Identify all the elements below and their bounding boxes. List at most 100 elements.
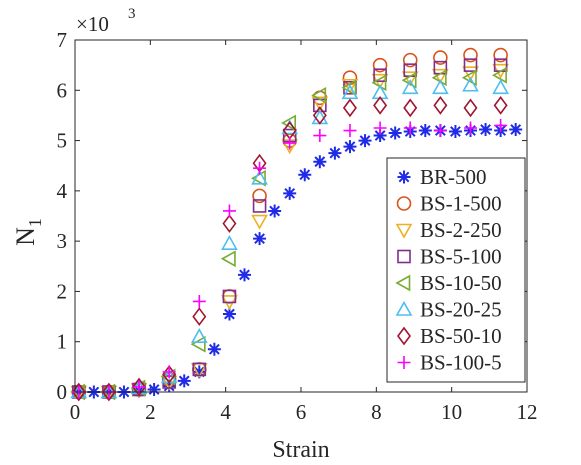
- legend-marker: [395, 274, 411, 292]
- y-tick-label: 6: [57, 78, 68, 102]
- data-point: [343, 124, 357, 138]
- data-point: [463, 58, 478, 72]
- legend-marker: [395, 223, 413, 239]
- data-point: [491, 66, 507, 84]
- data-point: [283, 186, 297, 200]
- data-point: [162, 365, 176, 379]
- data-point: [372, 57, 388, 73]
- data-point: [192, 365, 206, 379]
- data-point: [283, 136, 297, 150]
- data-point: [192, 362, 207, 377]
- data-point: [403, 121, 417, 135]
- data-point: [494, 118, 508, 132]
- y-tick-label: 3: [57, 229, 68, 253]
- y-axis-label-main: N: [11, 227, 40, 246]
- x-tick-label: 10: [441, 400, 462, 424]
- y-tick-label: 1: [57, 330, 68, 354]
- data-point: [433, 50, 448, 65]
- y-tick-label: 4: [57, 179, 68, 203]
- data-point: [132, 380, 146, 394]
- data-point: [493, 47, 508, 63]
- data-point: [313, 155, 327, 169]
- data-point: [221, 235, 238, 250]
- data-point: [101, 382, 116, 402]
- plot-area-frame: [74, 39, 528, 393]
- legend-label: BS-50-10: [420, 324, 502, 348]
- data-point: [448, 125, 462, 139]
- legend-label: BS-10-50: [420, 271, 502, 295]
- data-point: [358, 134, 372, 148]
- data-point: [251, 169, 268, 185]
- data-point: [222, 289, 237, 304]
- data-point: [464, 121, 477, 135]
- data-point: [373, 121, 387, 135]
- data-point: [373, 96, 388, 115]
- x-tick-label: 6: [296, 400, 307, 424]
- data-point: [222, 214, 237, 233]
- svg-text:N1: N1: [11, 218, 45, 246]
- data-point: [401, 79, 419, 95]
- x-axis-label: Strain: [272, 437, 329, 463]
- data-point: [479, 123, 493, 137]
- data-point: [147, 382, 161, 396]
- x-tick-label: 2: [145, 400, 156, 424]
- data-point: [311, 96, 329, 112]
- data-point: [132, 377, 147, 397]
- data-point: [402, 52, 418, 68]
- data-point: [281, 114, 296, 132]
- x-tick-label: 4: [220, 400, 231, 424]
- legend-label: BS-2-250: [420, 218, 502, 242]
- data-point: [268, 204, 282, 218]
- data-point: [388, 126, 402, 140]
- data-point: [190, 335, 206, 353]
- data-point: [312, 106, 327, 125]
- data-point: [433, 96, 448, 115]
- data-point: [251, 214, 268, 230]
- data-point: [342, 98, 357, 118]
- data-point: [190, 328, 208, 343]
- data-point: [222, 307, 236, 321]
- data-point: [403, 98, 418, 118]
- data-point: [462, 66, 479, 82]
- data-point: [462, 76, 479, 92]
- data-point: [341, 84, 359, 100]
- data-point: [192, 294, 206, 308]
- legend-label: BS-100-5: [420, 351, 502, 375]
- data-point: [253, 232, 267, 246]
- y-axis-label-subscript: 1: [25, 218, 45, 227]
- data-point: [373, 129, 387, 143]
- data-point: [463, 47, 478, 63]
- data-point: [253, 161, 267, 175]
- data-point: [418, 124, 432, 138]
- legend-marker: [397, 326, 411, 346]
- data-point: [207, 342, 221, 356]
- y-tick-label: 2: [57, 279, 68, 303]
- data-point: [328, 146, 342, 160]
- x-tick-label: 12: [517, 400, 538, 424]
- data-point: [177, 374, 191, 388]
- data-point: [252, 188, 267, 204]
- data-point: [252, 199, 267, 213]
- y-tick-label: 7: [57, 28, 68, 52]
- legend-marker: [397, 170, 411, 184]
- data-point: [220, 250, 236, 268]
- data-point: [222, 204, 236, 218]
- data-point: [433, 124, 447, 138]
- legend-marker: [397, 356, 411, 369]
- y-tick-label: 5: [57, 129, 68, 153]
- data-point: [311, 86, 327, 104]
- y-tick-label: 0: [57, 380, 68, 404]
- legend-label: BS-20-25: [420, 298, 502, 322]
- data-point: [463, 98, 478, 118]
- data-point: [432, 79, 449, 95]
- data-point: [313, 129, 327, 143]
- legend-label: BS-5-100: [420, 245, 502, 269]
- legend-box: [386, 157, 526, 383]
- data-point: [341, 79, 357, 97]
- series-bs-100-5: [72, 118, 508, 399]
- data-point: [509, 123, 523, 137]
- legend-marker: [395, 300, 413, 316]
- y-exponent-base: ×10: [76, 12, 109, 36]
